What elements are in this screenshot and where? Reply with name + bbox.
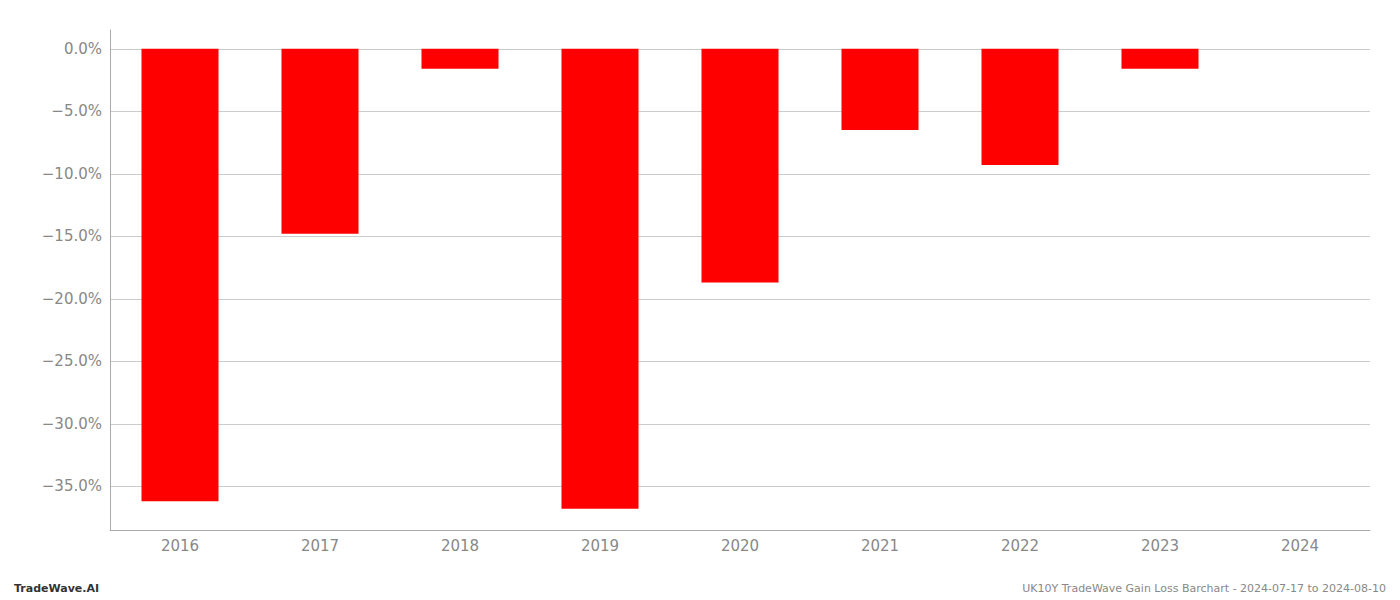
svg-text:−35.0%: −35.0% — [42, 477, 102, 495]
svg-text:−10.0%: −10.0% — [42, 165, 102, 183]
svg-text:−20.0%: −20.0% — [42, 290, 102, 308]
svg-text:2020: 2020 — [721, 537, 759, 555]
svg-text:2018: 2018 — [441, 537, 479, 555]
svg-text:0.0%: 0.0% — [64, 40, 102, 58]
svg-text:2023: 2023 — [1141, 537, 1179, 555]
svg-text:−25.0%: −25.0% — [42, 352, 102, 370]
svg-text:TradeWave.AI: TradeWave.AI — [14, 582, 99, 595]
svg-text:−15.0%: −15.0% — [42, 227, 102, 245]
svg-text:2021: 2021 — [861, 537, 899, 555]
svg-text:−30.0%: −30.0% — [42, 415, 102, 433]
svg-text:2022: 2022 — [1001, 537, 1039, 555]
svg-text:2024: 2024 — [1281, 537, 1319, 555]
svg-text:2017: 2017 — [301, 537, 339, 555]
svg-text:2019: 2019 — [581, 537, 619, 555]
svg-text:2016: 2016 — [161, 537, 199, 555]
svg-text:−5.0%: −5.0% — [51, 102, 102, 120]
svg-text:UK10Y TradeWave Gain Loss Barc: UK10Y TradeWave Gain Loss Barchart - 202… — [1022, 582, 1386, 595]
